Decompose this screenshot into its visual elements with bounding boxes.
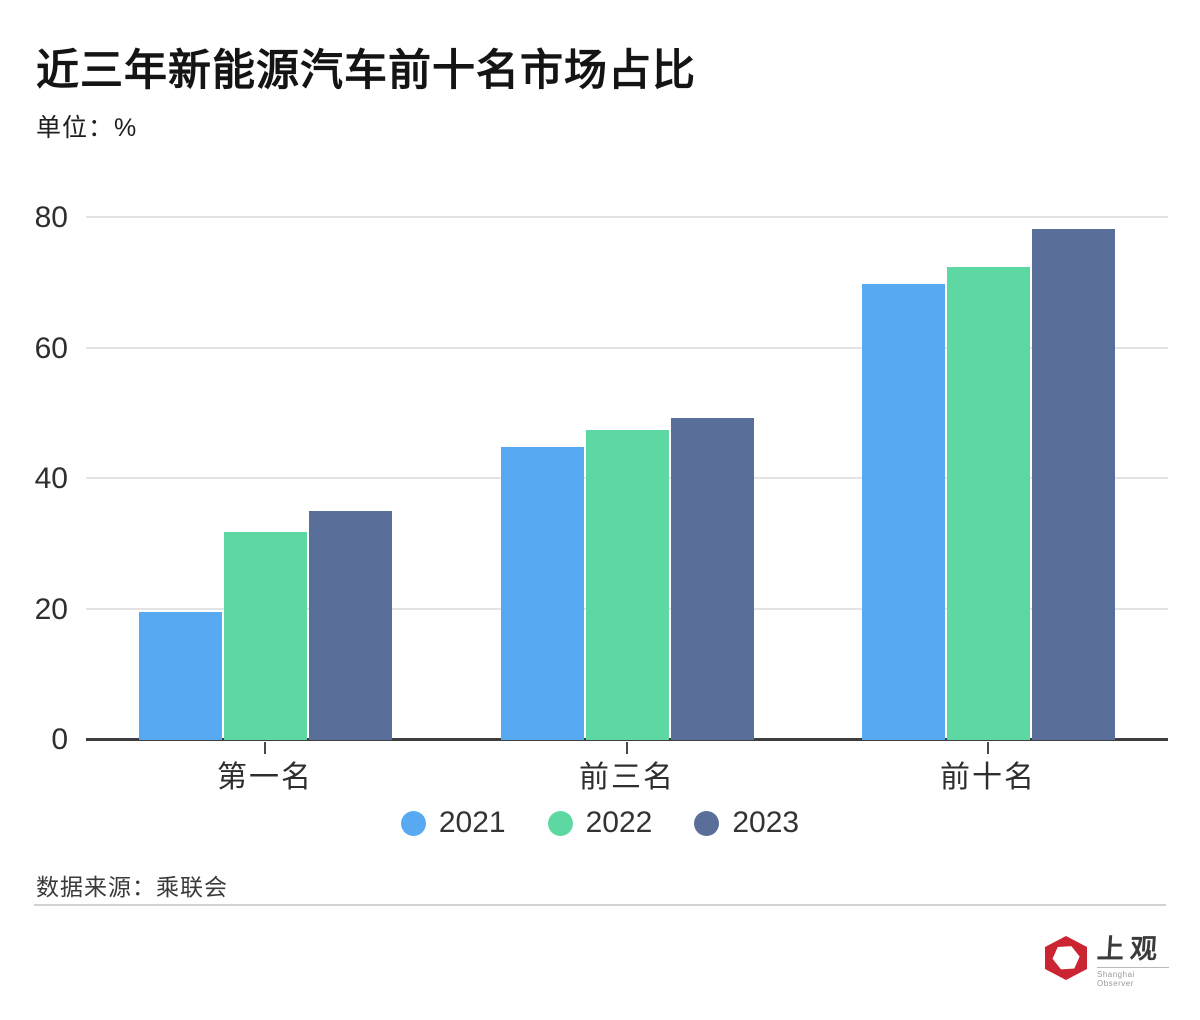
logo-divider [1097, 967, 1169, 968]
data-source-label: 数据来源：乘联会 [36, 874, 228, 900]
logo-hexagon-icon [1045, 936, 1087, 980]
bar-group-2 [500, 417, 754, 740]
legend-color-dot [547, 810, 573, 836]
unit-label: 单位：% [36, 114, 138, 142]
x-axis-tick [264, 742, 266, 754]
bar-group-3 [861, 228, 1115, 740]
bar-2022-第一名 [223, 532, 307, 740]
gridline-60 [86, 346, 1168, 349]
legend-item-2021: 2021 [400, 806, 506, 840]
legend-label: 2021 [438, 806, 506, 839]
shanghai-observer-logo: 上观 Shanghai Observer [1045, 934, 1169, 988]
legend-item-2022: 2022 [547, 806, 653, 840]
bar-2022-前十名 [946, 267, 1030, 740]
bar-2023-前十名 [1031, 228, 1115, 740]
bar-group-1 [138, 510, 392, 740]
y-axis-tick-label: 60 [34, 331, 68, 365]
legend-label: 2023 [732, 806, 800, 839]
y-axis-tick-label: 40 [34, 462, 68, 496]
bar-2021-前十名 [861, 284, 945, 740]
y-axis-tick-label: 0 [51, 723, 68, 756]
logo-en-text: Shanghai Observer [1097, 970, 1135, 988]
bar-2023-前三名 [670, 417, 754, 740]
y-axis-tick-label: 80 [34, 201, 68, 235]
legend-color-dot [694, 810, 720, 836]
x-axis-category-label: 第一名 [217, 761, 313, 794]
legend-color-dot [400, 810, 426, 836]
legend-item-2023: 2023 [694, 806, 799, 840]
x-axis-category-label: 前十名 [940, 761, 1036, 794]
logo-cn-text: 上观 [1095, 934, 1165, 965]
chart-title: 近三年新能源汽车前十名市场占比 [36, 47, 696, 95]
legend-label: 2022 [585, 806, 653, 839]
bar-2023-第一名 [308, 510, 392, 740]
gridline-80 [86, 216, 1168, 219]
footer-divider [34, 904, 1166, 906]
x-axis-tick [626, 742, 628, 754]
bar-2022-前三名 [585, 430, 669, 740]
x-axis-tick [987, 742, 989, 754]
bar-2021-前三名 [500, 446, 584, 740]
bar-chart-plot-area: 0 20 40 60 80 第一名 前三名 前十名 [0, 200, 1200, 794]
bar-2021-第一名 [138, 611, 222, 740]
x-axis-category-label: 前三名 [579, 761, 675, 794]
y-axis-tick-label: 20 [34, 592, 68, 626]
chart-legend: 2021 2022 2023 [0, 806, 1200, 840]
